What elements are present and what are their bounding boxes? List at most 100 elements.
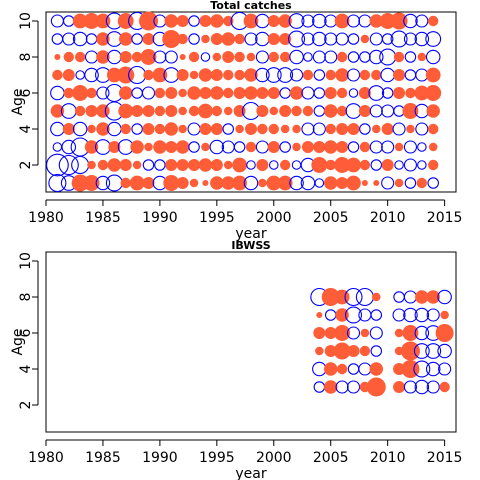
bubble-positive [154,105,166,117]
bubble-positive [321,287,340,307]
bubble-negative [346,14,361,28]
bubble-positive [301,140,314,154]
bubble-positive [256,104,269,118]
bubble-negative [301,86,315,100]
bubble-positive [95,13,111,29]
bubble-positive [426,290,440,304]
bubble-positive [243,13,259,29]
bubble-positive [96,104,110,118]
bubble-negative [335,32,349,46]
bubble-negative [50,85,65,101]
bubble-negative [153,50,167,64]
bubble-positive [142,104,155,118]
x-tick-label: 2015 [427,450,463,466]
bubble-positive [162,29,181,49]
plot-frame [45,251,457,433]
bubble-positive [279,159,291,171]
bubble-positive [120,177,131,189]
bubble-positive [402,325,419,341]
x-tick-label: 1985 [85,210,121,226]
bubble-positive [361,179,368,187]
bubble-negative [381,176,395,190]
bubble-negative [279,87,291,99]
bubble-positive [165,158,178,172]
bubble-positive [267,14,280,28]
bubble-positive [132,160,142,170]
bubble-positive [245,141,257,153]
bubble-positive [139,11,158,31]
bubble-negative [72,31,88,47]
bubble-positive [373,179,380,187]
x-tick-label: 2010 [370,450,406,466]
bubble-negative [414,325,430,341]
bubble-negative [425,49,441,65]
bubble-positive [83,175,100,191]
bubble-positive [87,160,96,170]
bubble-positive [315,346,324,356]
bubble-positive [334,157,351,173]
bubble-positive [63,51,74,63]
bubble-negative [414,379,430,395]
bubble-negative [244,32,258,46]
y-axis-label: Age [10,328,26,355]
x-tick-label: 1980 [28,210,64,226]
bubble-positive [393,86,406,100]
bubble-negative [255,67,270,83]
bubble-negative [52,142,63,152]
bubble-positive [176,14,189,28]
bubble-positive [189,178,199,188]
bubble-negative [426,380,440,394]
x-tick-label: 2000 [256,450,292,466]
bubble-positive [279,104,292,118]
bubble-negative [105,174,123,192]
bubble-positive [233,86,246,100]
bubble-positive [188,158,201,172]
bubble-negative [425,31,442,47]
bubble-negative [358,362,372,376]
bubble-positive [428,123,439,135]
bubble-negative [413,360,431,378]
bubble-positive [142,122,155,136]
bubble-positive [144,142,153,152]
bubble-positive [201,34,210,44]
bubble-negative [63,15,75,27]
bubble-positive [336,363,348,375]
bubble-positive [302,69,314,81]
bubble-positive [234,69,245,81]
x-tick-label: 1985 [85,450,121,466]
plot-frame [45,11,457,193]
bubble-negative [415,122,429,136]
bubble-negative [301,14,315,28]
chart-panel-1: Total catches 1980 1985 1990 1995 2000 2005 201… [10,0,462,242]
bubble-positive [96,122,110,136]
bubble-negative [369,326,383,340]
bubble-positive [313,140,326,154]
x-tick-label: 2000 [256,210,292,226]
bubble-positive [347,344,360,358]
bubble-negative [324,309,337,321]
y-tick-label: 10 [18,12,34,30]
x-axis-label: year [235,226,266,242]
bubble-negative [392,122,406,136]
bubble-positive [394,328,404,338]
y-tick-label: 8 [18,53,34,62]
bubble-positive [177,33,188,45]
bubble-negative [370,345,383,357]
bubble-positive [130,140,144,154]
bubble-negative [392,308,406,322]
bubble-positive [292,142,301,152]
bubble-positive [212,52,222,62]
bubble-positive [188,105,200,117]
bubble-positive [222,50,235,64]
bubble-negative [415,14,429,28]
bubble-positive [394,142,404,152]
bubble-negative [289,175,304,191]
bubble-positive [96,50,110,64]
bubble-positive [359,159,371,171]
bubble-positive [359,69,371,81]
bubble-negative [358,308,372,322]
bubble-positive [165,86,178,100]
bubble-positive [96,32,110,46]
bubble-negative [347,141,360,153]
